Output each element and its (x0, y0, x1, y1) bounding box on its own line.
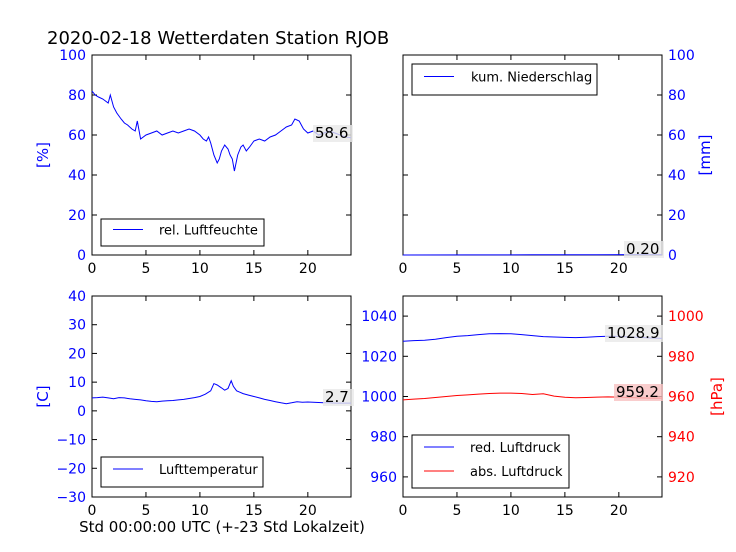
precipitation-ytick-label: 80 (668, 88, 686, 104)
humidity-xtick-label: 0 (88, 261, 97, 277)
humidity-series-0-line (91, 90, 352, 172)
temperature-ytick-label: 20 (68, 346, 86, 362)
pressure-xtick-label: 20 (610, 503, 628, 519)
temperature-last-value-box: 2.7 (323, 388, 354, 406)
humidity-ytick-label: 40 (68, 168, 86, 184)
temperature-ylabel: [C] (34, 385, 52, 407)
pressure-ytick-label: 1020 (361, 349, 397, 365)
pressure-ytick-label: 1040 (361, 309, 397, 325)
pressure-abs-last-value: 959.2 (616, 383, 659, 401)
precipitation-xtick-label: 10 (502, 261, 520, 277)
precipitation-ytick-label: 40 (668, 168, 686, 184)
pressure-legend-label-0: red. Luftdruck (470, 441, 561, 456)
temperature-ytick-label: −20 (56, 461, 86, 477)
temperature-ytick-label: −10 (56, 433, 86, 449)
panel-pressure: 0 5 10 15 20 960 980 1000 1020 1040 920 940 960 980 10… (361, 295, 726, 519)
pressure-ytick-label: 1000 (361, 390, 397, 406)
panel-humidity: 0 5 10 15 20 0 20 40 60 80 100 [%] 58.6 rel. Luftfeuc… (34, 48, 353, 277)
precipitation-xtick-label: 20 (610, 261, 628, 277)
humidity-last-value-bg (313, 125, 353, 142)
temperature-ytick-label: 40 (68, 289, 86, 305)
pressure-xtick-label: 15 (556, 503, 574, 519)
humidity-xtick-label: 10 (191, 261, 209, 277)
humidity-legend-label-0: rel. Luftfeuchte (159, 224, 258, 239)
temperature-xtick-label: 15 (245, 503, 263, 519)
pressure-abs-last-value-bg (614, 384, 663, 401)
precipitation-ytick-label: 0 (668, 248, 677, 264)
humidity-ytick-label: 60 (68, 128, 86, 144)
temperature-xtick-label: 20 (299, 503, 317, 519)
humidity-legend: rel. Luftfeuchte (100, 218, 265, 247)
humidity-legend-frame (100, 218, 265, 247)
precipitation-xtick-label: 0 (399, 261, 408, 277)
pressure-xtick-label: 0 (399, 503, 408, 519)
precipitation-xtick-label: 15 (556, 261, 574, 277)
pressure-ytick-label: 980 (370, 430, 397, 446)
humidity-last-value: 58.6 (315, 124, 348, 142)
precipitation-last-value-box: 0.20 (624, 240, 664, 258)
humidity-ytick-label: 20 (68, 208, 86, 224)
precipitation-legend: kum. Niederschlag (411, 63, 598, 96)
precipitation-last-value: 0.20 (626, 240, 659, 258)
precipitation-legend-label-0: kum. Niederschlag (471, 71, 592, 86)
pressure-xtick-label: 10 (502, 503, 520, 519)
precipitation-xtick-label: 5 (452, 261, 461, 277)
pressure-ylabel: [hPa] (708, 377, 726, 416)
precipitation-ytick-label: 100 (668, 48, 695, 64)
panel-precipitation: 0 5 10 15 20 0 20 40 60 80 100 [mm] 0.20 kum. Nieders… (399, 48, 714, 277)
humidity-ylabel: [%] (34, 142, 52, 168)
temperature-ytick-label: −30 (56, 490, 86, 506)
humidity-last-value-box: 58.6 (313, 124, 353, 142)
temperature-last-value: 2.7 (325, 388, 349, 406)
humidity-xtick-label: 20 (299, 261, 317, 277)
figure-title: 2020-02-18 Wetterdaten Station RJOB (47, 28, 389, 49)
humidity-xtick-label: 15 (245, 261, 263, 277)
pressure-red-last-value-bg (605, 325, 663, 342)
temperature-legend-label-0: Lufttemperatur (159, 463, 258, 478)
pressure-ytick-label-right: 1000 (668, 309, 704, 325)
temperature-ytick-label: 30 (68, 318, 86, 334)
pressure-ytick-label-right: 940 (668, 430, 695, 446)
pressure-ytick-label-right: 960 (668, 390, 695, 406)
temperature-legend-frame (100, 456, 264, 488)
temperature-legend: Lufttemperatur (100, 456, 264, 488)
pressure-ytick-label-right: 920 (668, 470, 695, 486)
temperature-xtick-label: 0 (88, 503, 97, 519)
pressure-red-last-value-box: 1028.9 (605, 324, 663, 342)
pressure-legend-label-1: abs. Luftdruck (470, 465, 563, 480)
humidity-axes-frame (91, 54, 352, 256)
humidity-ytick-label: 80 (68, 88, 86, 104)
pressure-abs-last-value-box: 959.2 (614, 383, 663, 401)
humidity-ytick-label: 100 (59, 48, 86, 64)
temperature-ytick-label: 0 (77, 404, 86, 420)
temperature-series-0-line (91, 379, 351, 405)
pressure-legend-frame (411, 434, 570, 489)
x-axis-label: Std 00:00:00 UTC (+-23 Std Lokalzeit) (79, 518, 365, 536)
pressure-xtick-label: 5 (452, 503, 461, 519)
precipitation-ytick-label: 60 (668, 128, 686, 144)
temperature-xtick-label: 10 (191, 503, 209, 519)
pressure-ytick-label-right: 980 (668, 349, 695, 365)
pressure-ytick-label: 960 (370, 470, 397, 486)
precipitation-ytick-label: 20 (668, 208, 686, 224)
precipitation-last-value-bg (624, 241, 664, 258)
humidity-xtick-label: 5 (141, 261, 150, 277)
temperature-xtick-label: 5 (141, 503, 150, 519)
panel-temperature: 0 5 10 15 20 −30 −20 −10 0 10 20 30 40 [C] 2.7 Lufttemp… (34, 289, 354, 519)
pressure-legend: red. Luftdruck abs. Luftdruck (411, 434, 570, 489)
precipitation-legend-frame (411, 63, 598, 96)
humidity-ytick-label: 0 (77, 248, 86, 264)
temperature-last-value-bg (323, 389, 354, 406)
temperature-ytick-label: 10 (68, 375, 86, 391)
pressure-red-last-value: 1028.9 (607, 324, 660, 342)
precipitation-ylabel: [mm] (696, 135, 714, 176)
